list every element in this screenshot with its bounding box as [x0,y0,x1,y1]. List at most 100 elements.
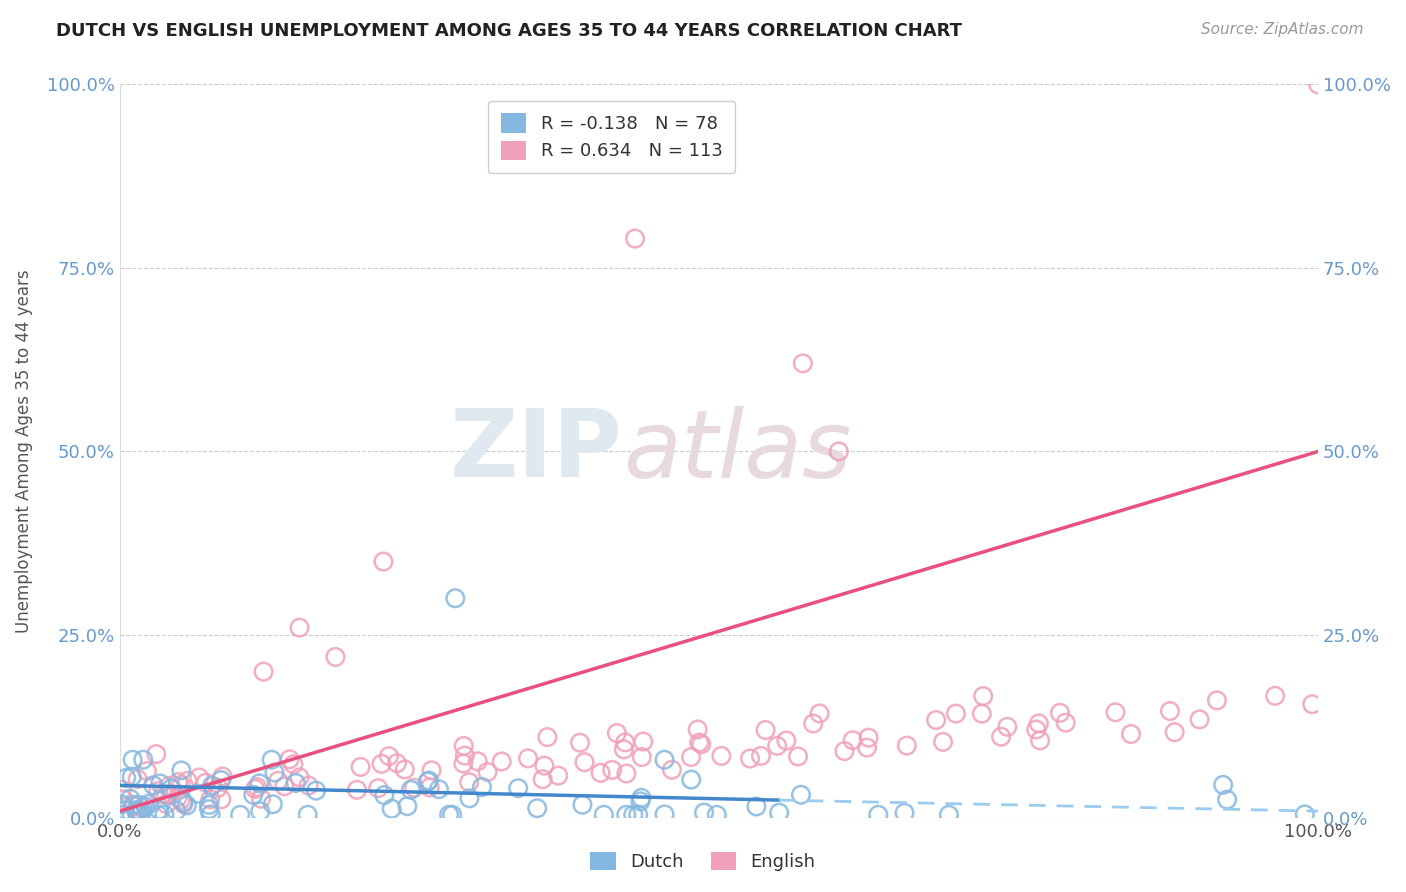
Point [211,769,233,783]
Point [693,805,716,820]
Point [1301,697,1323,711]
Point [273,779,295,793]
Point [176,798,198,813]
Point [122,799,145,814]
Point [1188,712,1211,726]
Point [858,731,880,745]
Point [547,769,569,783]
Point [627,807,650,822]
Point [437,807,460,822]
Point [1054,715,1077,730]
Point [128,797,150,812]
Text: ZIP: ZIP [450,406,623,498]
Point [402,780,425,795]
Point [122,797,145,812]
Point [571,797,593,812]
Text: DUTCH VS ENGLISH UNEMPLOYMENT AMONG AGES 35 TO 44 YEARS CORRELATION CHART: DUTCH VS ENGLISH UNEMPLOYMENT AMONG AGES… [56,22,962,40]
Point [856,740,879,755]
Point [569,736,592,750]
Point [148,784,170,798]
Point [945,706,967,721]
Point [246,780,269,795]
Point [267,773,290,788]
Point [297,807,319,822]
Point [600,763,623,777]
Point [766,739,789,753]
Point [932,735,955,749]
Point [160,781,183,796]
Point [775,733,797,747]
Point [121,770,143,784]
Point [132,753,155,767]
Point [630,790,652,805]
Point [896,739,918,753]
Point [491,755,513,769]
Point [828,444,851,458]
Point [454,748,477,763]
Point [1104,706,1126,720]
Point [110,797,132,812]
Point [170,793,193,807]
Point [112,792,135,806]
Point [305,783,328,797]
Point [131,801,153,815]
Point [420,764,443,778]
Point [526,801,548,815]
Point [416,774,439,789]
Point [467,755,489,769]
Point [477,764,499,779]
Point [263,765,285,780]
Point [325,650,347,665]
Point [801,716,824,731]
Point [787,749,810,764]
Point [148,803,170,817]
Point [536,730,558,744]
Point [399,782,422,797]
Point [688,735,710,749]
Point [152,788,174,802]
Point [160,787,183,801]
Point [165,804,187,818]
Point [427,782,450,797]
Point [1028,716,1050,731]
Y-axis label: Unemployment Among Ages 35 to 44 years: Unemployment Among Ages 35 to 44 years [15,269,32,633]
Point [127,805,149,820]
Point [209,772,232,787]
Point [121,753,143,767]
Point [710,748,733,763]
Point [630,750,652,764]
Point [471,780,494,794]
Point [841,733,863,747]
Point [661,763,683,777]
Point [925,713,948,727]
Point [262,797,284,812]
Point [768,805,790,820]
Point [706,807,728,822]
Point [385,756,408,771]
Point [288,621,311,635]
Point [686,723,709,737]
Point [110,807,132,822]
Point [808,706,831,721]
Point [250,791,273,805]
Point [1049,706,1071,720]
Point [868,807,890,822]
Point [614,807,637,822]
Point [1163,725,1185,739]
Point [166,790,188,805]
Point [970,706,993,721]
Point [1029,733,1052,747]
Point [834,744,856,758]
Point [242,788,264,802]
Point [129,805,152,820]
Point [125,803,148,817]
Point [616,766,638,780]
Point [373,788,395,802]
Point [396,799,419,814]
Point [172,795,194,809]
Point [170,778,193,792]
Point [155,788,177,802]
Point [167,775,190,789]
Point [121,807,143,822]
Point [938,807,960,822]
